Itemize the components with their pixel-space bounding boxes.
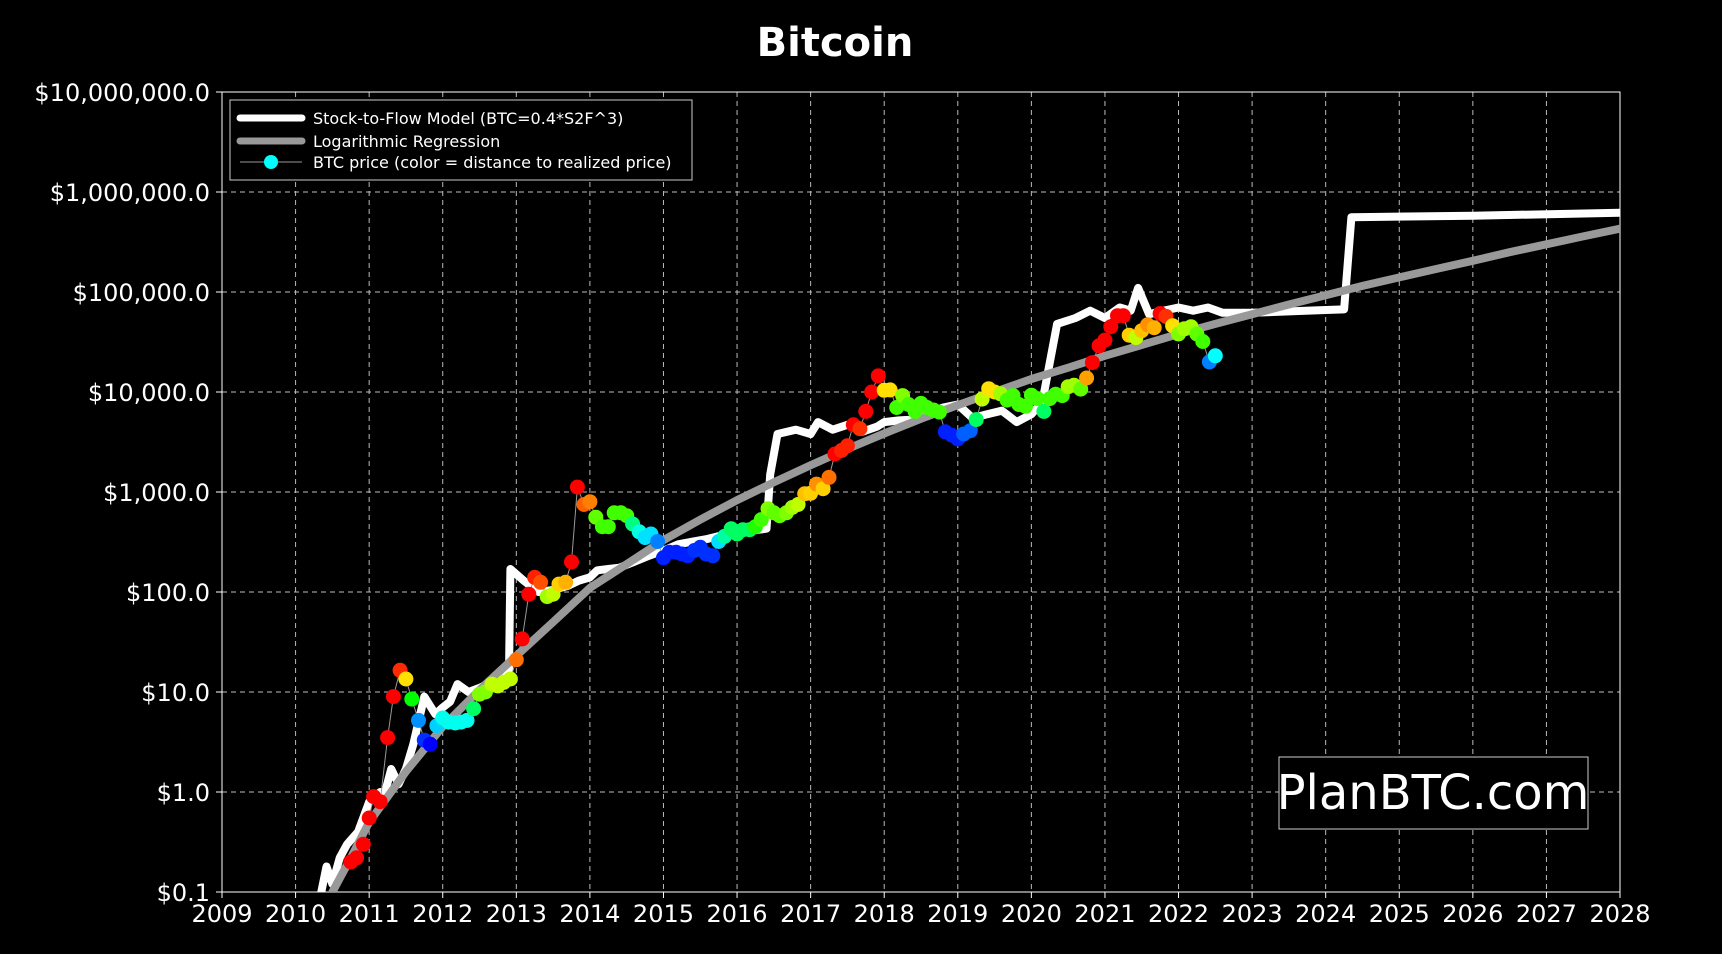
btc-price-point	[962, 423, 978, 439]
x-tick-label: 2027	[1516, 900, 1577, 928]
x-tick-label: 2022	[1148, 900, 1209, 928]
x-tick-label: 2021	[1074, 900, 1135, 928]
y-tick-label: $10.0	[141, 679, 210, 707]
btc-price-point	[931, 404, 947, 420]
btc-price-point	[858, 403, 874, 419]
btc-price-point	[380, 730, 396, 746]
btc-price-point	[1146, 320, 1162, 336]
btc-price-point	[882, 382, 898, 398]
btc-price-point	[564, 554, 579, 570]
x-tick-label: 2012	[412, 900, 473, 928]
btc-price-point	[422, 736, 438, 752]
btc-price-point	[1073, 381, 1089, 397]
btc-price-point	[466, 701, 482, 717]
y-tick-label: $10,000,000.0	[34, 79, 210, 107]
y-tick-label: $0.1	[157, 879, 210, 907]
btc-price-point	[753, 512, 769, 528]
x-tick-label: 2010	[265, 900, 326, 928]
btc-price-point	[1195, 334, 1211, 349]
btc-price-point	[790, 497, 806, 512]
y-axis-ticks: $0.1 $1.0 $10.0 $100.0 $1,000.0 $10,000.0 $100…	[34, 79, 222, 907]
y-tick-label: $10,000.0	[88, 379, 210, 407]
btc-price-point	[839, 438, 855, 454]
btc-price-point	[349, 850, 365, 866]
btc-price-point	[514, 631, 530, 647]
btc-price-point	[968, 412, 984, 428]
x-tick-label: 2011	[339, 900, 400, 928]
btc-price-point	[404, 691, 420, 707]
btc-price-point	[398, 671, 414, 687]
x-tick-label: 2015	[633, 900, 694, 928]
x-tick-label: 2009	[191, 900, 252, 928]
legend-swatch-price-marker	[264, 155, 278, 169]
x-tick-label: 2024	[1295, 900, 1356, 928]
btc-price-point	[569, 479, 585, 495]
x-tick-label: 2020	[1001, 900, 1062, 928]
legend-box	[229, 99, 693, 181]
btc-price-point	[889, 400, 905, 415]
btc-price-point	[1036, 403, 1052, 419]
btc-price-point	[650, 534, 666, 549]
x-tick-label: 2026	[1442, 900, 1503, 928]
btc-price-point	[533, 574, 549, 590]
btc-price-point	[1029, 391, 1045, 407]
watermark-box	[1278, 756, 1589, 830]
y-tick-label: $100,000.0	[73, 279, 210, 307]
btc-price-point	[821, 469, 837, 485]
legend-label-s2f: Stock-to-Flow Model (BTC=0.4*S2F^3)	[313, 109, 623, 128]
btc-price-point	[1115, 308, 1131, 324]
btc-price-point	[361, 810, 377, 826]
y-tick-label: $1,000,000.0	[50, 179, 210, 207]
btc-price-point	[372, 794, 388, 810]
btc-price-point	[1103, 319, 1119, 335]
btc-price-point	[355, 836, 371, 852]
x-tick-label: 2013	[486, 900, 547, 928]
legend-label-regression: Logarithmic Regression	[313, 132, 500, 151]
x-tick-label: 2016	[707, 900, 768, 928]
x-tick-label: 2023	[1222, 900, 1283, 928]
btc-price-point	[600, 519, 616, 535]
x-tick-label: 2028	[1589, 900, 1650, 928]
chart-title: Bitcoin	[757, 20, 914, 66]
y-tick-label: $1,000.0	[103, 479, 210, 507]
x-tick-label: 2017	[780, 900, 841, 928]
btc-price-point	[508, 652, 524, 668]
btc-price-point	[459, 712, 475, 728]
btc-price-point	[385, 689, 401, 705]
x-axis-ticks: 2009 2010 2011 2012 2013 2014 2015 2016 2017 2018…	[191, 892, 1651, 928]
btc-price-point	[815, 481, 831, 497]
btc-price-point	[705, 548, 721, 564]
x-tick-label: 2019	[927, 900, 988, 928]
btc-price-point	[558, 574, 574, 590]
series-2	[343, 306, 1223, 870]
btc-price-point	[502, 671, 518, 687]
btc-price-point	[521, 586, 537, 602]
btc-price-point	[864, 384, 880, 400]
btc-price-point	[411, 712, 426, 728]
x-tick-label: 2025	[1369, 900, 1430, 928]
btc-price-point	[1079, 370, 1095, 386]
btc-price-point	[1018, 398, 1033, 414]
btc-price-point	[1207, 348, 1223, 364]
btc-price-point	[870, 368, 886, 384]
plot-area	[317, 208, 1620, 892]
legend-label-price: BTC price (color = distance to realized …	[313, 153, 672, 172]
y-tick-label: $1.0	[157, 779, 210, 807]
btc-price-point	[1097, 332, 1113, 348]
y-tick-label: $100.0	[126, 579, 210, 607]
watermark: PlanBTC.com	[1277, 756, 1590, 830]
btc-price-point	[1084, 355, 1100, 371]
watermark-text: PlanBTC.com	[1277, 765, 1590, 821]
btc-price-point	[852, 421, 868, 437]
x-tick-label: 2018	[854, 900, 915, 928]
x-tick-label: 2014	[559, 900, 620, 928]
btc-price-point	[582, 494, 598, 510]
legend: Stock-to-Flow Model (BTC=0.4*S2F^3) Loga…	[229, 99, 693, 181]
